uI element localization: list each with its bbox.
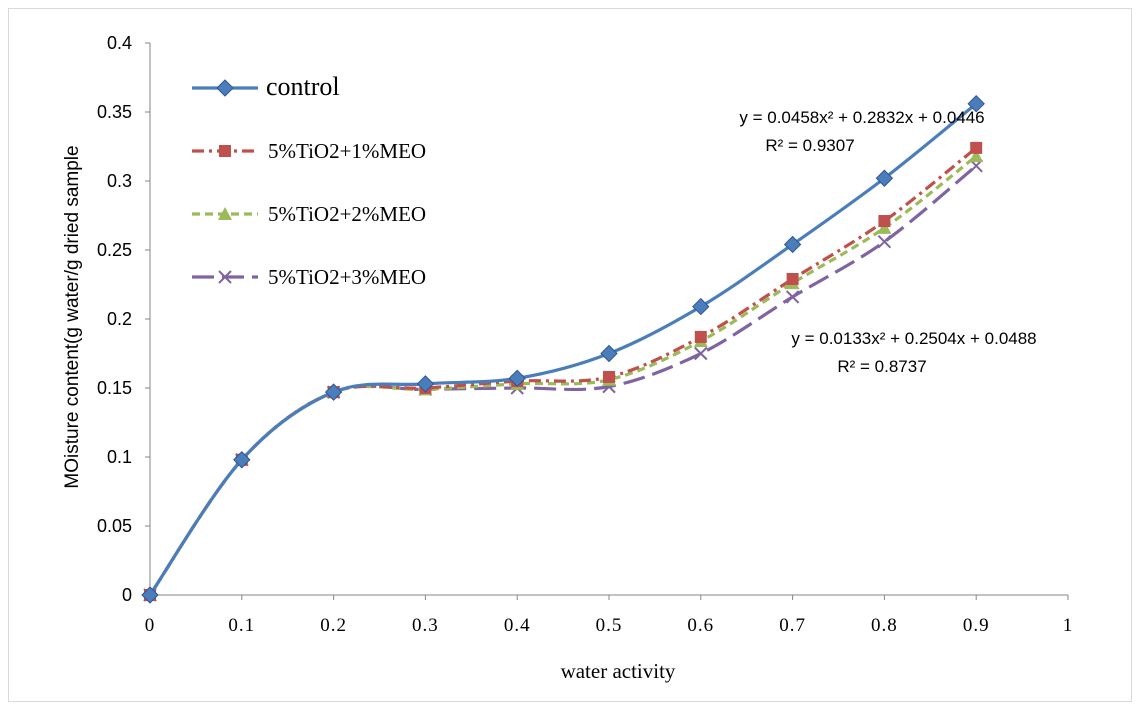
data-point <box>783 235 802 254</box>
data-point <box>603 370 615 383</box>
x-tick-label: 0.1 <box>228 615 255 636</box>
x-tick-label: 0 <box>145 615 156 636</box>
x-tick-label: 0.8 <box>871 615 898 636</box>
legend-swatch-marker <box>218 207 232 220</box>
x-tick-label: 0.5 <box>596 615 623 636</box>
data-point <box>141 586 159 604</box>
data-point <box>970 141 983 154</box>
legend-item-3: 5%TiO2+3%MEO <box>192 265 426 289</box>
legend-swatch-marker <box>216 79 234 97</box>
data-point <box>786 272 799 285</box>
legend: control 5%TiO2+1%MEO 5%TiO2+2%MEO 5%TiO2+3%… <box>192 72 426 289</box>
y-tick-label: 0.4 <box>107 33 132 53</box>
annotations: y = 0.0458x² + 0.2832x + 0.0446 R² = 0.9… <box>739 108 1036 376</box>
data-point <box>877 235 892 249</box>
data-point <box>969 149 984 163</box>
chart-frame <box>8 8 1132 702</box>
legend-label: 5%TiO2+2%MEO <box>268 202 426 226</box>
series-0 <box>141 95 985 604</box>
x-tick-label: 0.7 <box>779 615 806 636</box>
x-tick-label: 1 <box>1063 615 1074 636</box>
data-point <box>694 346 708 361</box>
data-point <box>878 215 891 228</box>
data-point <box>877 220 892 234</box>
x-tick-label: 0.3 <box>412 615 439 636</box>
legend-swatch-marker <box>218 270 232 284</box>
legend-swatch-marker <box>219 145 231 157</box>
series-layer <box>141 95 985 604</box>
y-tick-label: 0.3 <box>107 171 132 191</box>
data-point <box>875 169 894 187</box>
data-point <box>694 330 707 343</box>
y-tick-label: 0.2 <box>107 309 132 329</box>
annotation-r2-2: R² = 0.8737 <box>837 357 926 376</box>
series-line <box>148 102 978 596</box>
y-tick-label: 0.1 <box>107 447 132 467</box>
y-tick-label: 0.25 <box>97 240 132 260</box>
x-tick-label: 0.2 <box>320 615 347 636</box>
legend-item-0: control <box>192 72 340 101</box>
annotation-equation-2: y = 0.0133x² + 0.2504x + 0.0488 <box>791 329 1036 348</box>
y-tick-label: 0.35 <box>97 102 132 122</box>
x-axis-title: water activity <box>561 659 676 683</box>
annotation-equation-1: y = 0.0458x² + 0.2832x + 0.0446 <box>739 108 984 127</box>
legend-label: control <box>266 72 340 101</box>
data-point <box>416 375 435 393</box>
y-tick-label: 0 <box>122 585 132 605</box>
data-point <box>967 95 985 113</box>
annotation-r2-1: R² = 0.9307 <box>765 136 854 155</box>
x-tick-label: 0.4 <box>504 615 531 636</box>
axes: 0 0.05 0.1 0.15 0.2 0.25 0.3 0.35 0.4 0 0.1 0.2 0.3 0… <box>97 33 1074 636</box>
legend-item-1: 5%TiO2+1%MEO <box>192 139 426 163</box>
y-tick-label: 0.15 <box>97 378 132 398</box>
data-point <box>233 451 251 469</box>
y-axis-title: MOisture content(g water/g dried sample <box>62 145 83 488</box>
data-point <box>508 369 526 388</box>
data-point <box>600 344 618 363</box>
legend-label: 5%TiO2+1%MEO <box>268 139 426 163</box>
y-tick-label: 0.05 <box>97 516 132 536</box>
x-tick-label: 0.9 <box>963 615 990 636</box>
legend-label: 5%TiO2+3%MEO <box>268 265 426 289</box>
data-point <box>785 290 800 304</box>
x-tick-label: 0.6 <box>687 615 714 636</box>
data-point <box>324 383 343 401</box>
legend-item-2: 5%TiO2+2%MEO <box>192 202 426 226</box>
data-point <box>692 297 710 316</box>
